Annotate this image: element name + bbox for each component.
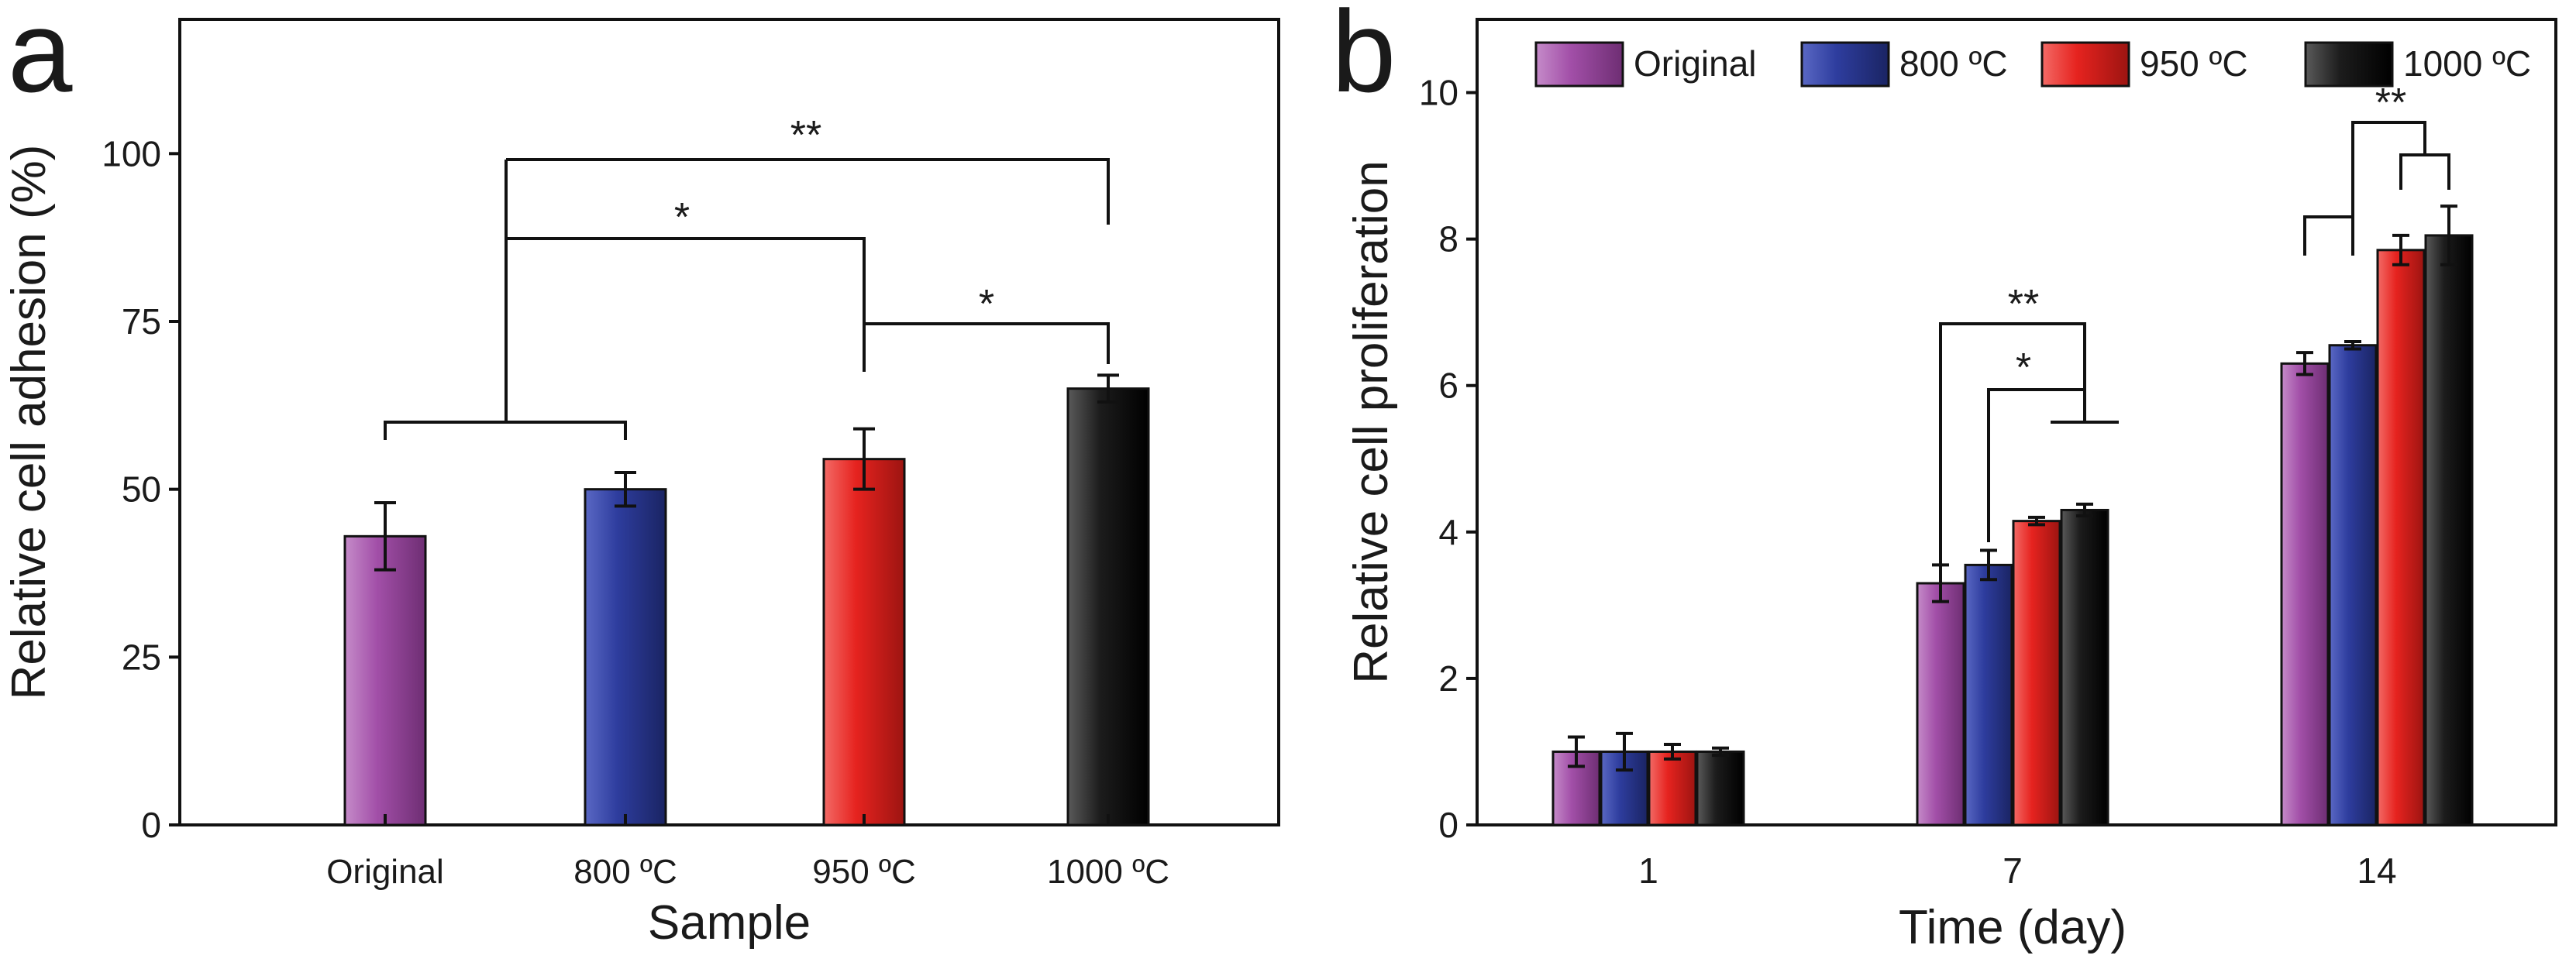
panel-b-legend-label: 950 ºC — [2140, 43, 2248, 84]
panel-a-frame — [178, 18, 1280, 826]
panel-b-significance: ***** — [1939, 81, 2450, 565]
panel-b-error-bar — [2028, 515, 2045, 527]
panel-b-y-tick-label: 4 — [1438, 512, 1458, 552]
panel-b-legend-label: 800 ºC — [1899, 43, 2008, 84]
panel-b-error-bar — [1616, 731, 1633, 772]
panel-a-letter: a — [8, 0, 73, 116]
panel-b-error-bar — [2440, 204, 2457, 266]
panel-b-y-tick-label: 8 — [1438, 219, 1458, 259]
panel-a-bars — [343, 373, 1150, 826]
panel-b-sig-label: ** — [2008, 282, 2039, 327]
panel-b-bar — [2012, 520, 2061, 826]
panel-b-x-tick-label: 14 — [2357, 850, 2396, 891]
panel-a-x-tick-label: 950 ºC — [812, 853, 915, 891]
panel-b-error-bar — [2344, 340, 2361, 351]
panel-b-y-tick-label: 10 — [1419, 73, 1458, 113]
panel-b-bar — [2328, 344, 2378, 826]
panel-a-chart: 0 25 50 75 100 Original 800 ºC 950 ºC 1000 ºC *… — [2, 18, 1280, 950]
panel-a-sig-bracket — [506, 158, 1110, 225]
panel-a-y-title: Relative cell adhesion (%) — [2, 145, 56, 700]
panel-b-bar — [2376, 249, 2426, 826]
panel-b-sig-bracket — [1987, 388, 2086, 542]
panel-b-y-tick-label: 2 — [1438, 658, 1458, 699]
panel-b-error-bar — [1568, 735, 1585, 768]
panel-b-sig-bracket — [1939, 322, 2086, 565]
panel-a-significance: **** — [384, 113, 1110, 440]
panel-b-legend-swatch — [2304, 41, 2394, 88]
panel-a-x-title: Sample — [648, 896, 811, 950]
panel-a-y-tick-label: 100 — [102, 133, 161, 174]
panel-a-bar — [343, 534, 427, 826]
panel-b-y-axis: 0 2 4 6 8 10 — [1419, 73, 1477, 845]
panel-b-legend-swatch — [1534, 41, 1624, 88]
panel-b-legend-label: Original — [1634, 43, 1757, 84]
panel-b-x-tick-label: 1 — [1638, 850, 1658, 891]
panel-a-bar — [1066, 387, 1150, 826]
panel-a-error-bar — [853, 427, 875, 491]
panel-a-error-bar — [374, 501, 396, 572]
panel-b-letter: b — [1331, 0, 1396, 116]
panel-b-bar — [1964, 563, 2013, 826]
panel-b-bar — [1600, 750, 1649, 826]
panel-a-sig-bracket — [506, 237, 866, 372]
panel-a-y-axis: 0 25 50 75 100 — [102, 133, 180, 845]
panel-b-bar — [2424, 234, 2474, 826]
panel-b-error-bar — [1980, 548, 1997, 582]
panel-a-x-axis: Original 800 ºC 950 ºC 1000 ºC — [326, 814, 1169, 891]
panel-b-x-title: Time (day) — [1899, 901, 2127, 954]
panel-b-error-bar — [2296, 351, 2313, 376]
panel-b-sig-label: * — [2016, 345, 2031, 390]
panel-b-error-bar — [2076, 502, 2093, 518]
panel-a-y-tick-label: 25 — [122, 637, 161, 677]
panel-b-bar — [1696, 750, 1745, 826]
panel-a-sig-label: * — [979, 282, 994, 327]
panel-b-error-bar — [1664, 743, 1681, 761]
panel-a-error-bar — [1097, 373, 1119, 404]
panel-b-bar — [1916, 582, 1965, 826]
panel-a-sig-label: * — [674, 195, 690, 240]
panel-b-bar — [2280, 362, 2330, 826]
panel-b-bar — [2060, 508, 2109, 826]
panel-b-x-axis: 1 7 14 — [1638, 814, 2397, 891]
panel-a-y-tick-label: 0 — [141, 805, 161, 845]
panel-b-legend-swatch — [1800, 41, 1890, 88]
panel-a-sig-bracket — [384, 421, 627, 440]
panel-b-sig-label: ** — [2375, 81, 2406, 125]
panel-b-error-bar — [2392, 233, 2409, 266]
panel-b-sig-bracket — [2303, 215, 2354, 256]
panel-b-y-tick-label: 0 — [1438, 805, 1458, 845]
panel-a-y-tick-label: 50 — [122, 469, 161, 510]
panel-b-error-bar — [1712, 746, 1729, 758]
panel-a-x-tick-label: 1000 ºC — [1047, 853, 1169, 891]
panel-b-sig-bracket — [2351, 121, 2426, 217]
panel-b-bar — [1648, 750, 1697, 826]
panel-a-sig-label: ** — [790, 113, 821, 158]
panel-a-bar — [584, 488, 667, 826]
panel-b-bars — [1551, 204, 2474, 826]
panel-b-sig-bracket — [2399, 153, 2450, 190]
panel-b-y-tick-label: 6 — [1438, 366, 1458, 406]
panel-a-sig-bracket — [864, 322, 1110, 364]
panel-a-y-tick-label: 75 — [122, 301, 161, 342]
panel-a-bar — [822, 458, 906, 826]
panel-a-error-bar — [615, 471, 636, 508]
panel-b-y-title: Relative cell proliferation — [1345, 160, 1398, 683]
panel-a-x-tick-label: 800 ºC — [573, 853, 677, 891]
panel-a-x-tick-label: Original — [326, 853, 444, 891]
panel-b-x-tick-label: 7 — [2003, 850, 2023, 891]
panel-b-legend-swatch — [2040, 41, 2130, 88]
panel-b-legend: Original 800 ºC 950 ºC 1000 ºC — [1534, 41, 2531, 88]
panel-b-legend-label: 1000 ºC — [2403, 43, 2531, 84]
